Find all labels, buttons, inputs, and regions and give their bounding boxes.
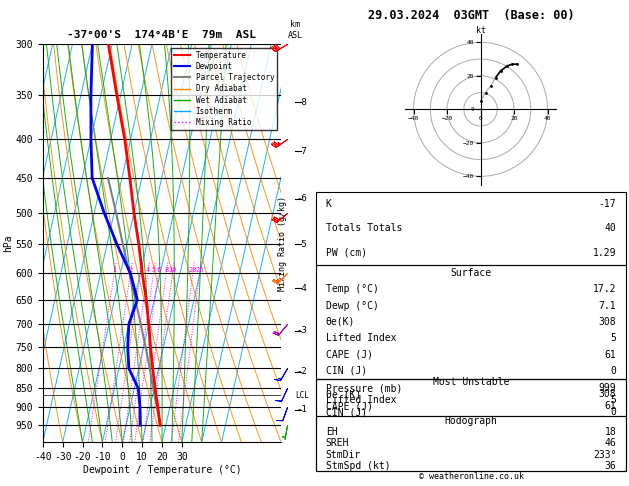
Text: Surface: Surface bbox=[450, 268, 492, 278]
Text: 40: 40 bbox=[604, 224, 616, 233]
Text: Totals Totals: Totals Totals bbox=[326, 224, 403, 233]
Text: Hodograph: Hodograph bbox=[445, 416, 498, 426]
Text: 308: 308 bbox=[599, 317, 616, 327]
Text: Dewp (°C): Dewp (°C) bbox=[326, 301, 379, 311]
Text: -2: -2 bbox=[297, 367, 308, 376]
Text: 5: 5 bbox=[611, 395, 616, 405]
Text: 36: 36 bbox=[604, 461, 616, 471]
Text: -7: -7 bbox=[297, 147, 308, 156]
Text: 20: 20 bbox=[189, 267, 197, 273]
Text: -1: -1 bbox=[297, 405, 308, 415]
Text: 0: 0 bbox=[611, 407, 616, 417]
Text: -6: -6 bbox=[297, 194, 308, 203]
Text: 1: 1 bbox=[112, 267, 116, 273]
Text: 5: 5 bbox=[611, 333, 616, 343]
Text: CAPE (J): CAPE (J) bbox=[326, 349, 373, 360]
Text: 46: 46 bbox=[604, 438, 616, 449]
Text: -5: -5 bbox=[297, 240, 308, 249]
Text: 7.1: 7.1 bbox=[599, 301, 616, 311]
Text: -17: -17 bbox=[599, 199, 616, 209]
X-axis label: kt: kt bbox=[476, 26, 486, 35]
Text: Mixing Ratio (g/kg): Mixing Ratio (g/kg) bbox=[278, 195, 287, 291]
Text: StmSpd (kt): StmSpd (kt) bbox=[326, 461, 391, 471]
Text: EH: EH bbox=[326, 427, 338, 437]
Text: 6: 6 bbox=[156, 267, 160, 273]
Text: -3: -3 bbox=[297, 326, 308, 335]
Legend: Temperature, Dewpoint, Parcel Trajectory, Dry Adiabat, Wet Adiabat, Isotherm, Mi: Temperature, Dewpoint, Parcel Trajectory… bbox=[171, 48, 277, 130]
Text: © weatheronline.co.uk: © weatheronline.co.uk bbox=[419, 472, 523, 481]
Text: PW (cm): PW (cm) bbox=[326, 248, 367, 258]
Text: Most Unstable: Most Unstable bbox=[433, 377, 509, 387]
Text: 18: 18 bbox=[604, 427, 616, 437]
Text: 10: 10 bbox=[169, 267, 177, 273]
Title: -37°00'S  174°4B'E  79m  ASL: -37°00'S 174°4B'E 79m ASL bbox=[67, 30, 257, 40]
Text: 1.29: 1.29 bbox=[593, 248, 616, 258]
Text: 999: 999 bbox=[599, 383, 616, 393]
Text: LCL: LCL bbox=[296, 391, 309, 400]
Text: StmDir: StmDir bbox=[326, 450, 361, 460]
Text: θe(K): θe(K) bbox=[326, 317, 355, 327]
Text: 17.2: 17.2 bbox=[593, 284, 616, 295]
Text: 61: 61 bbox=[604, 401, 616, 412]
Text: Lifted Index: Lifted Index bbox=[326, 395, 396, 405]
Text: 25: 25 bbox=[196, 267, 204, 273]
Text: CAPE (J): CAPE (J) bbox=[326, 401, 373, 412]
Text: θe (K): θe (K) bbox=[326, 389, 361, 399]
Text: 29.03.2024  03GMT  (Base: 00): 29.03.2024 03GMT (Base: 00) bbox=[368, 9, 574, 22]
Text: Temp (°C): Temp (°C) bbox=[326, 284, 379, 295]
Text: CIN (J): CIN (J) bbox=[326, 366, 367, 376]
Text: 0: 0 bbox=[611, 366, 616, 376]
Y-axis label: hPa: hPa bbox=[3, 234, 13, 252]
Text: 308: 308 bbox=[599, 389, 616, 399]
Text: 3: 3 bbox=[138, 267, 143, 273]
Text: 61: 61 bbox=[604, 349, 616, 360]
Text: 8: 8 bbox=[164, 267, 169, 273]
Text: 233°: 233° bbox=[593, 450, 616, 460]
Text: 4: 4 bbox=[145, 267, 150, 273]
Text: K: K bbox=[326, 199, 331, 209]
Text: CIN (J): CIN (J) bbox=[326, 407, 367, 417]
Text: -8: -8 bbox=[297, 98, 308, 107]
Text: Lifted Index: Lifted Index bbox=[326, 333, 396, 343]
Text: km
ASL: km ASL bbox=[288, 20, 303, 40]
Text: SREH: SREH bbox=[326, 438, 349, 449]
Text: 2: 2 bbox=[128, 267, 133, 273]
X-axis label: Dewpoint / Temperature (°C): Dewpoint / Temperature (°C) bbox=[82, 465, 242, 475]
Text: -4: -4 bbox=[297, 284, 308, 293]
Text: Pressure (mb): Pressure (mb) bbox=[326, 383, 403, 393]
Text: 5: 5 bbox=[152, 267, 156, 273]
